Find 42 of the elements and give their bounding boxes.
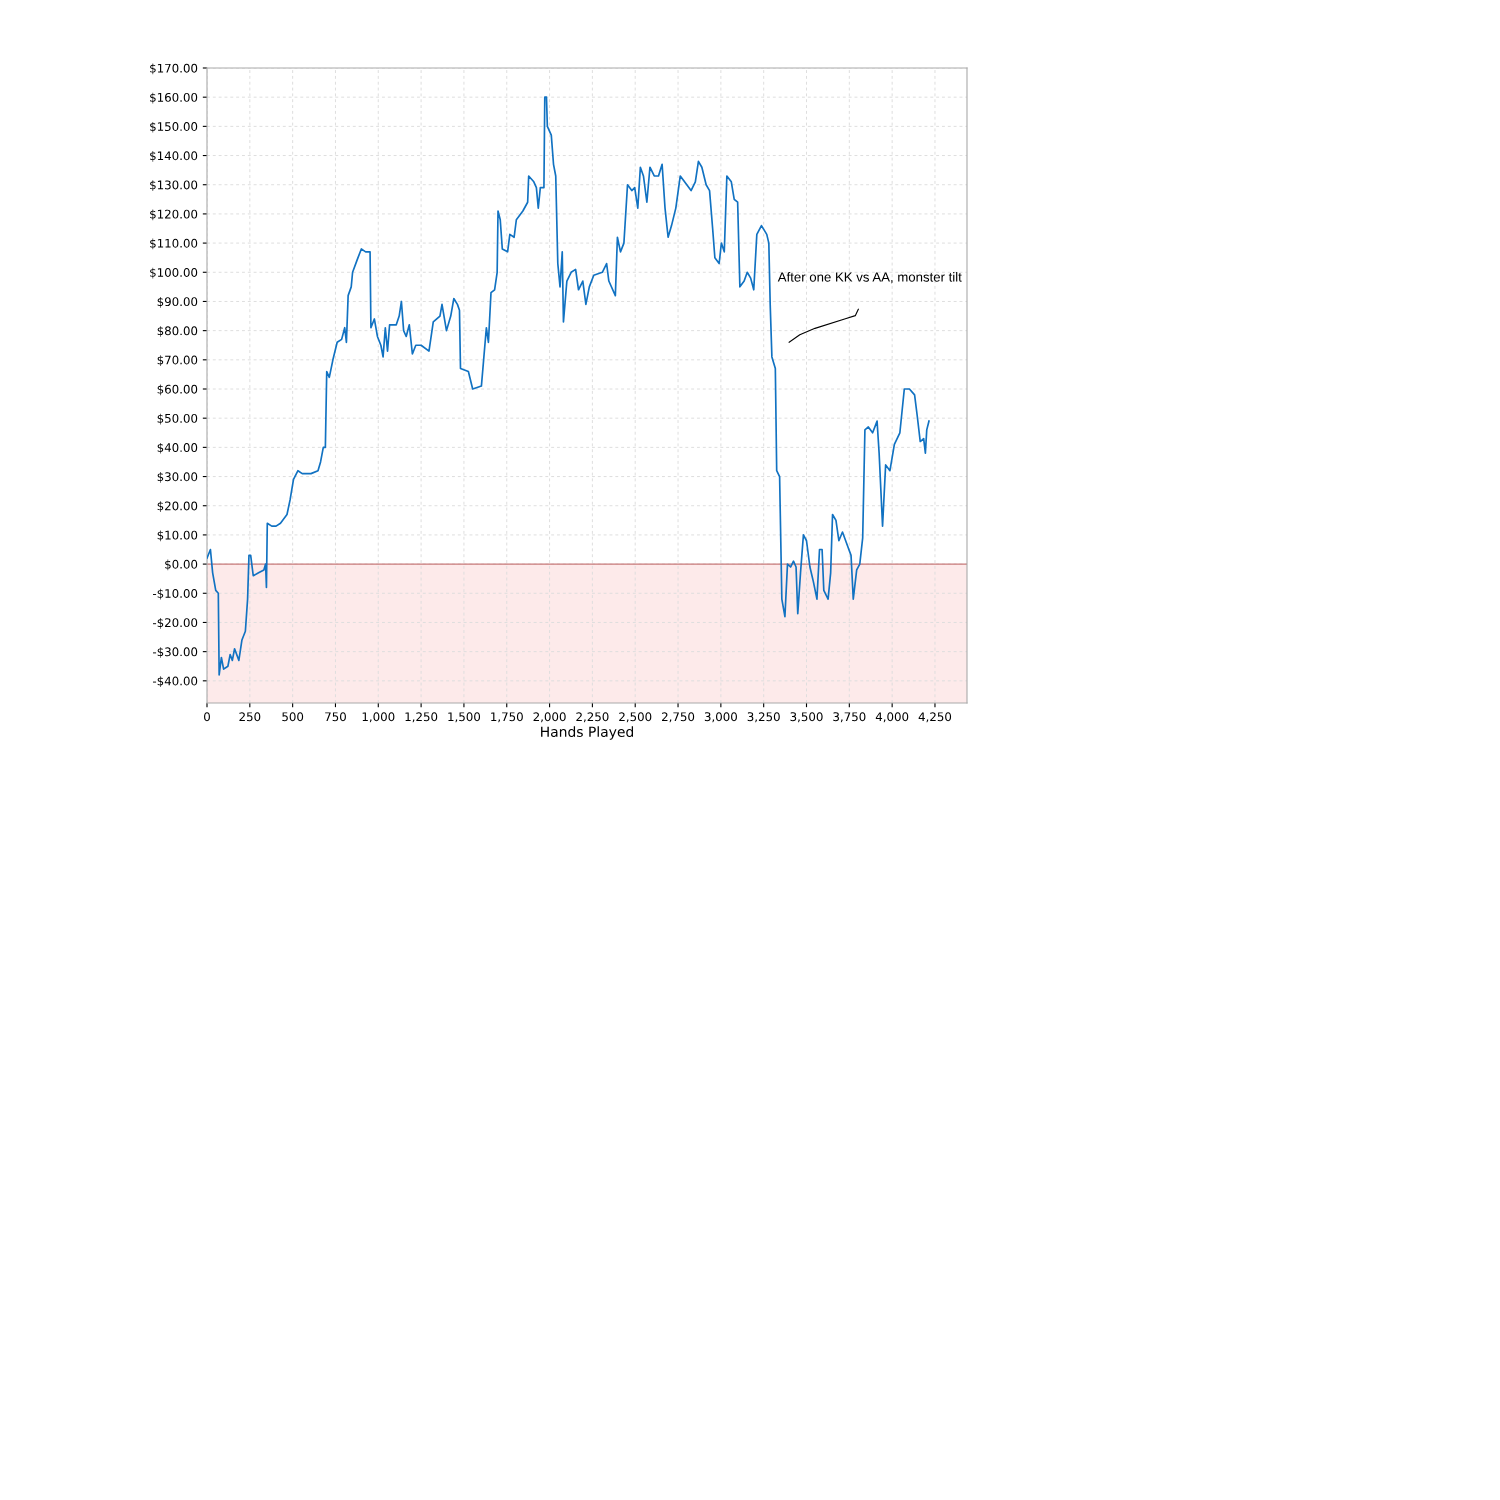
x-tick-label: 500: [282, 712, 304, 722]
annotation: After one KK vs AA, monster tilt: [777, 272, 962, 284]
y-tick-label: $170.00: [150, 63, 198, 75]
x-tick-label: 3,750: [833, 712, 866, 723]
y-tick-label: $10.00: [157, 530, 198, 542]
y-tick-label: $100.00: [150, 267, 198, 279]
y-tick-label: $50.00: [157, 413, 198, 425]
x-tick-label: 1,750: [491, 712, 523, 723]
y-tick-label: $30.00: [157, 472, 198, 483]
y-tick-label: -$20.00: [152, 617, 198, 629]
y-tick-label: $110.00: [150, 238, 198, 250]
y-tick-label: $80.00: [157, 326, 198, 337]
x-tick-label: 2,250: [576, 712, 609, 723]
y-tick-label: -$10.00: [152, 588, 198, 600]
y-tick-label: $40.00: [157, 442, 198, 454]
y-tick-label: $90.00: [157, 296, 198, 308]
x-tick-label: 3,000: [704, 712, 737, 723]
x-tick-label: 4,250: [918, 712, 952, 723]
y-tick-label: $120.00: [150, 209, 198, 221]
x-tick-label: 1,500: [448, 712, 481, 723]
y-tick-label: -$30.00: [152, 647, 198, 658]
y-tick-label: $60.00: [157, 384, 198, 396]
x-tick-label: 1,000: [362, 712, 395, 723]
y-tick-label: $70.00: [157, 355, 198, 367]
x-tick-label: 1,250: [405, 712, 438, 723]
x-tick-label: 250: [239, 712, 261, 722]
y-tick-label: -$40.00: [152, 676, 198, 688]
y-tick-label: $140.00: [150, 151, 198, 162]
x-tick-label: 2,750: [662, 712, 695, 723]
x-tick-label: 3,500: [790, 712, 823, 723]
x-tick-label: 0: [204, 712, 210, 722]
x-tick-label: 2,000: [533, 712, 566, 723]
y-tick-label: $20.00: [157, 501, 198, 512]
x-axis-title: Hands Played: [541, 726, 634, 740]
x-tick-label: 4,000: [875, 712, 909, 723]
x-tick-label: 2,500: [619, 712, 652, 723]
y-tick-label: $0.00: [165, 559, 198, 571]
y-tick-label: $130.00: [150, 180, 198, 191]
y-tick-label: $150.00: [150, 121, 198, 133]
y-tick-label: $160.00: [150, 92, 198, 104]
x-tick-label: 750: [325, 712, 346, 722]
x-tick-label: 3,250: [747, 712, 780, 723]
